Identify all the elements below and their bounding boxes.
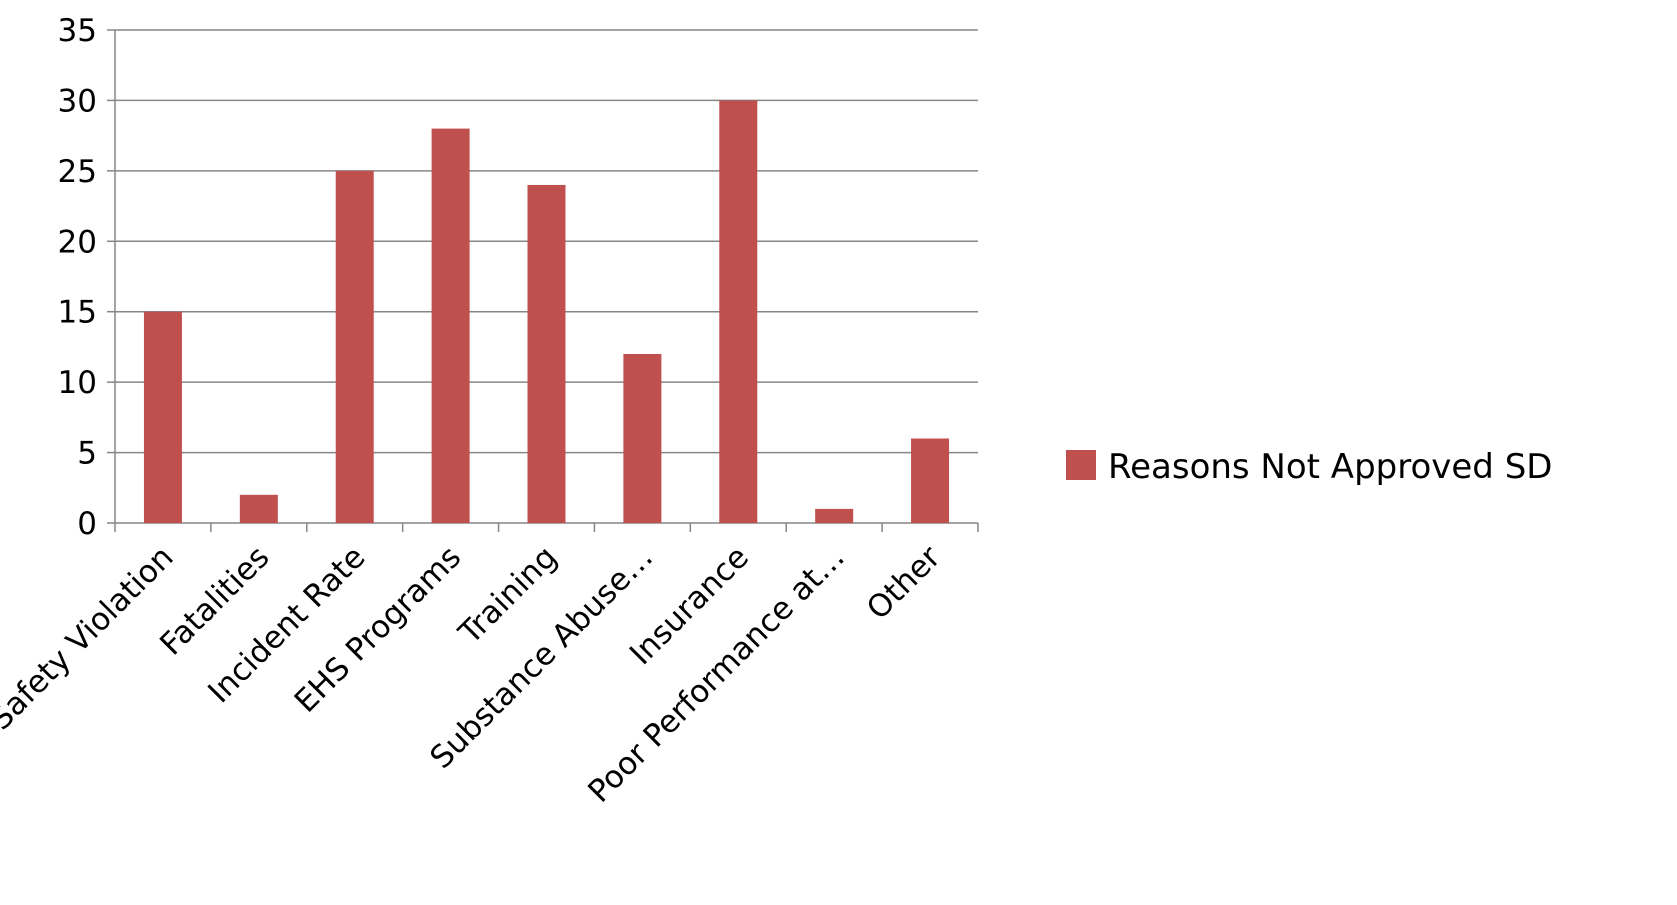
y-tick-label: 15 <box>58 295 97 331</box>
y-tick-label: 30 <box>58 83 97 119</box>
y-tick-label: 35 <box>58 13 97 49</box>
y-tick-label: 10 <box>58 365 97 401</box>
bar <box>911 438 950 523</box>
legend-label: Reasons Not Approved SD <box>1108 447 1552 487</box>
legend: Reasons Not Approved SD <box>1066 447 1552 487</box>
y-tick-label: 5 <box>77 436 97 472</box>
bar <box>623 353 662 523</box>
bar <box>335 170 374 523</box>
y-tick-label: 0 <box>77 506 97 542</box>
y-axis-tick-labels: 0 5 10 15 20 25 30 35 <box>58 13 97 542</box>
bar <box>719 100 758 523</box>
y-tick-label: 25 <box>58 154 97 190</box>
x-category-label: Other <box>860 539 948 627</box>
y-tick-label: 20 <box>58 224 97 260</box>
bars <box>143 100 950 523</box>
bar <box>143 311 182 523</box>
bar <box>815 508 854 523</box>
x-category-label: EHS Programs <box>288 539 469 720</box>
legend-swatch <box>1066 450 1096 480</box>
bar <box>239 494 278 523</box>
bar <box>431 128 470 523</box>
bar <box>527 184 566 523</box>
